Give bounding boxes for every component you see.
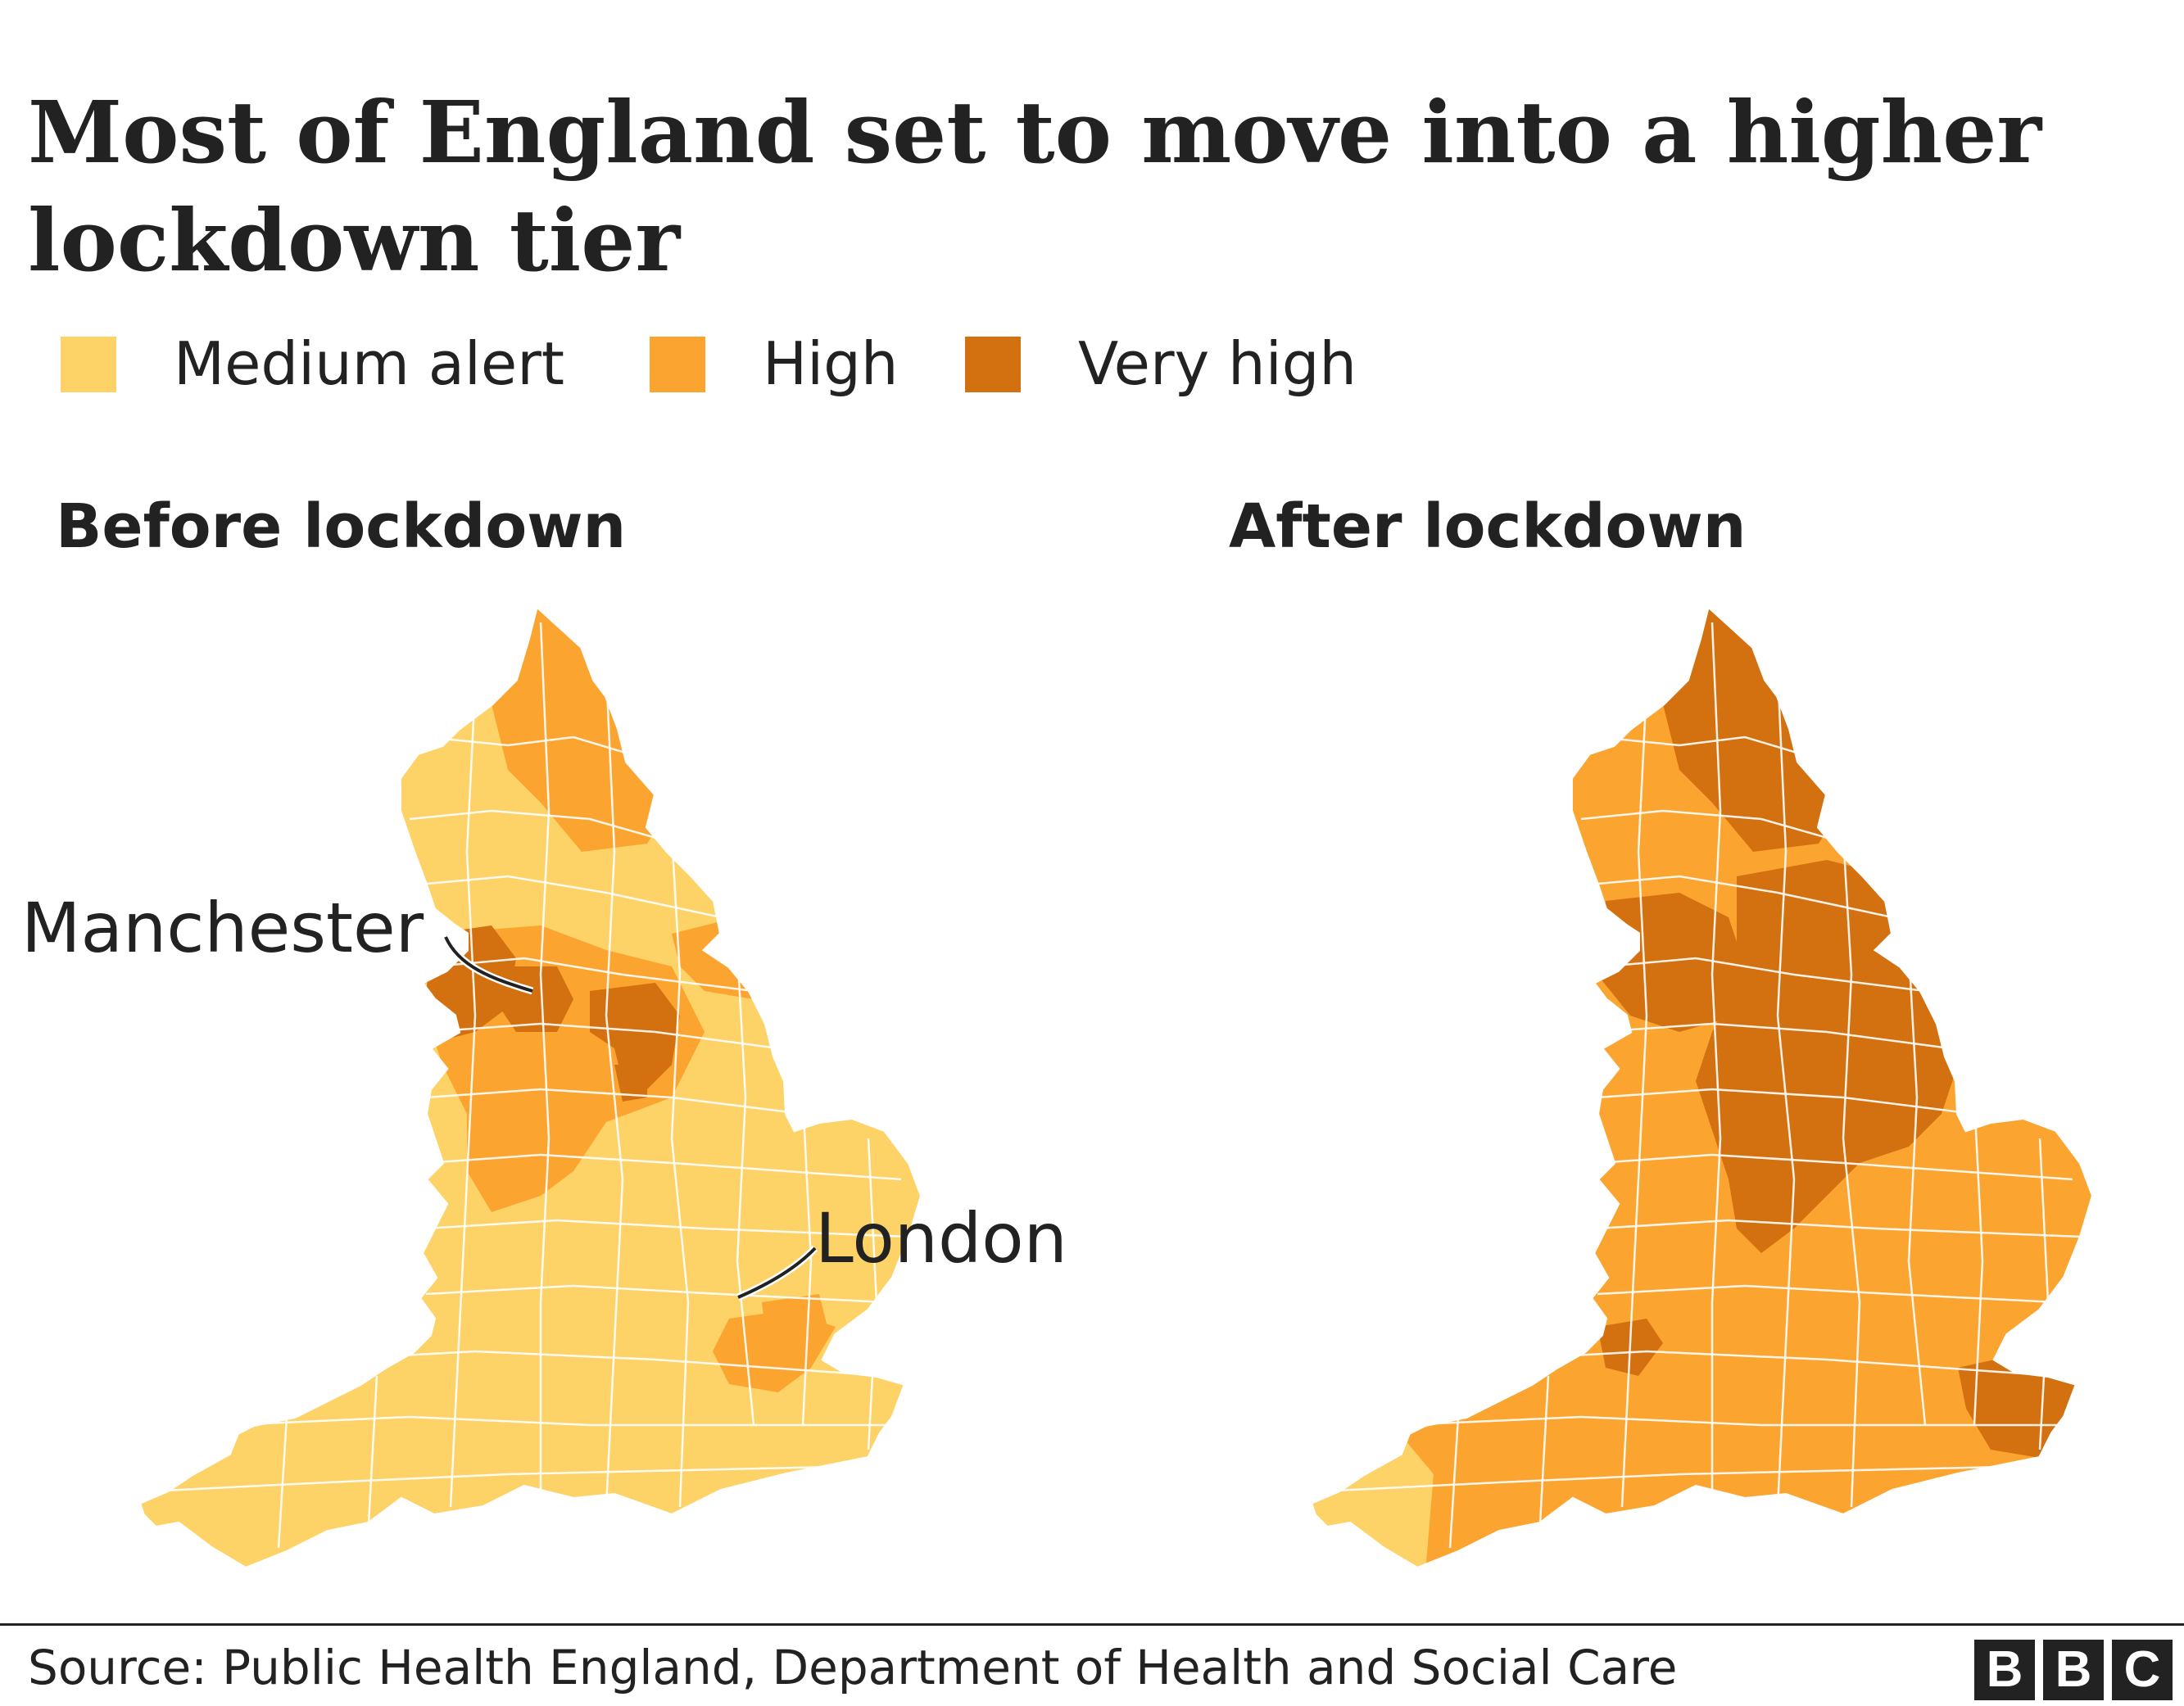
legend-label-medium: Medium alert [174, 329, 565, 398]
footer-rule [0, 1623, 2184, 1626]
chart-title: Most of England set to move into a highe… [28, 82, 2042, 291]
legend-swatch-very-high [965, 337, 1021, 392]
callout-line-london [736, 1245, 818, 1301]
district-boundaries-after [1334, 622, 2082, 1549]
legend-label-very-high: Very high [1078, 329, 1357, 398]
callout-manchester: Manchester [21, 888, 424, 968]
callout-line-manchester [442, 935, 534, 995]
callout-london: London [815, 1198, 1067, 1278]
map-before [138, 604, 923, 1570]
bbc-logo: B B C [1974, 1640, 2173, 1700]
district-boundaries-before [163, 622, 910, 1549]
legend-label-high: High [763, 329, 899, 398]
bbc-logo-letter: C [2112, 1640, 2173, 1700]
map-title-after: After lockdown [1229, 491, 1747, 562]
source-note: Source: Public Health England, Departmen… [28, 1640, 1678, 1695]
legend: Medium alert High Very high [0, 329, 2184, 405]
legend-swatch-high [650, 337, 705, 392]
legend-swatch-medium [61, 337, 116, 392]
bbc-logo-letter: B [2043, 1640, 2104, 1700]
bbc-logo-letter: B [1974, 1640, 2035, 1700]
map-title-before: Before lockdown [56, 491, 627, 562]
map-after [1309, 604, 2095, 1570]
